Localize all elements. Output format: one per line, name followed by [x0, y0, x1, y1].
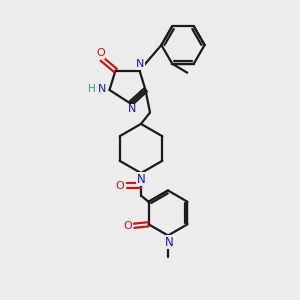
Text: N: N — [128, 104, 136, 115]
Text: O: O — [116, 181, 124, 190]
Text: N: N — [136, 172, 146, 186]
Text: O: O — [123, 221, 132, 231]
Text: H: H — [88, 83, 96, 94]
Text: N: N — [136, 59, 145, 70]
Text: N: N — [165, 236, 174, 249]
Text: N: N — [98, 83, 106, 94]
Text: O: O — [96, 48, 105, 58]
